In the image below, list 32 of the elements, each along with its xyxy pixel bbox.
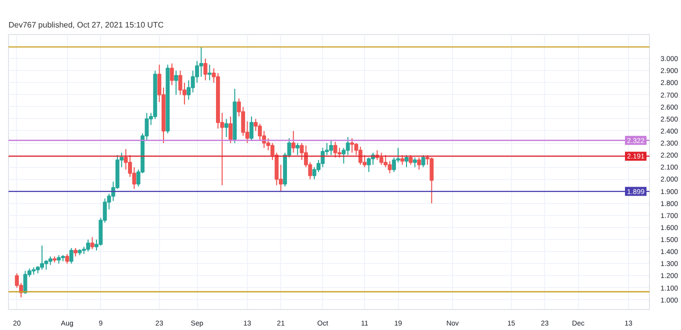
candlestick	[358, 146, 362, 166]
candlestick	[350, 138, 354, 154]
candlestick	[203, 58, 208, 81]
candlestick	[329, 140, 334, 156]
candlestick	[412, 157, 417, 168]
candlestick	[296, 142, 300, 156]
candlestick	[430, 157, 434, 204]
candlestick	[291, 130, 296, 154]
candlestick	[65, 254, 70, 264]
candlestick	[208, 64, 212, 81]
candlestick	[170, 62, 174, 86]
candlestick	[320, 147, 325, 168]
candlestick	[178, 70, 182, 96]
candlestick	[86, 239, 90, 252]
candlestick	[250, 116, 254, 142]
candlestick	[199, 46, 204, 78]
candlestick	[404, 154, 408, 168]
candlestick	[421, 154, 426, 168]
text: Dev767 published, Oct 27, 2021 15:10 UTC	[8, 20, 164, 30]
candlestick	[228, 116, 233, 144]
candlestick	[417, 157, 422, 170]
candlestick	[333, 141, 338, 158]
candlestick	[224, 118, 228, 138]
candlestick	[186, 80, 191, 100]
candlestick	[69, 247, 74, 264]
candlestick	[400, 154, 404, 166]
candlestick	[90, 236, 94, 250]
candlestick	[379, 152, 384, 166]
candlestick	[40, 245, 44, 270]
candlestick	[174, 70, 178, 96]
candlestick	[346, 136, 350, 156]
candlestick	[408, 154, 413, 166]
